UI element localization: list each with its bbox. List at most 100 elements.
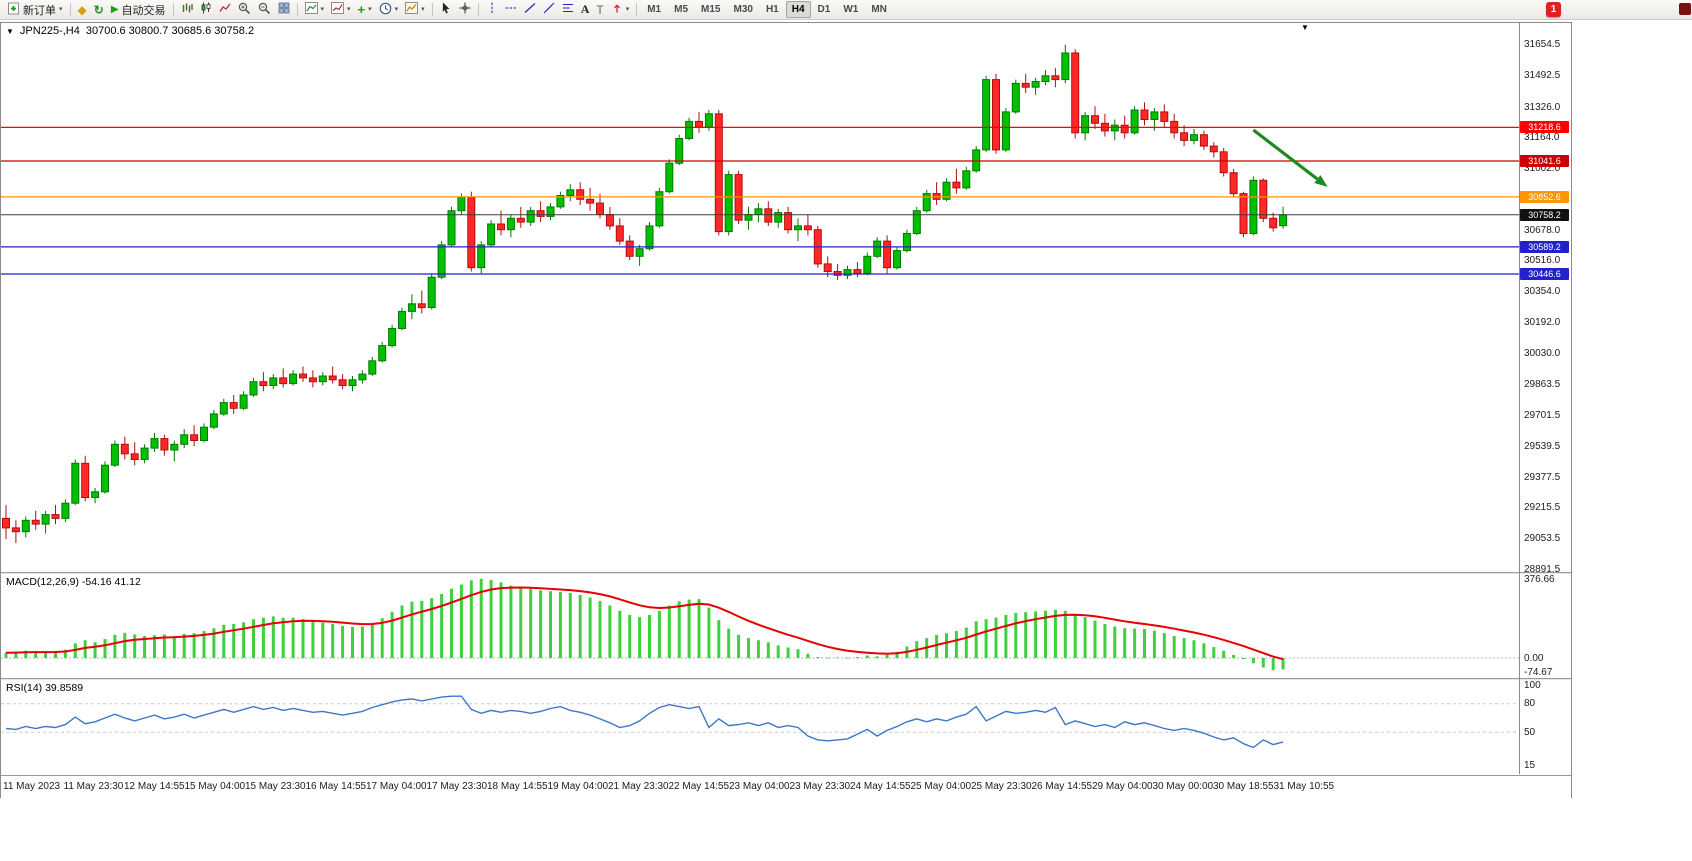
toolbar-separator <box>69 3 71 16</box>
trend-arrow-annotation[interactable] <box>1252 128 1328 187</box>
arrows-tool-button[interactable]: ▾ <box>608 1 633 18</box>
crosshair-tool-button[interactable] <box>456 1 474 18</box>
templates-button[interactable]: ▾ <box>402 1 428 18</box>
panel-separator[interactable] <box>1 572 1571 574</box>
channel-tool-button[interactable] <box>540 1 558 18</box>
price-axis-label: 29053.5 <box>1524 533 1561 545</box>
macd-axis[interactable]: 376.66 0.00 -74.67 <box>1520 574 1571 678</box>
price-axis-label: 31492.5 <box>1524 69 1561 81</box>
time-axis-label: 26 May 14:55 <box>1031 781 1093 792</box>
profiles-button[interactable]: ▾ <box>328 1 354 18</box>
chevron-down-icon: ▾ <box>59 6 63 13</box>
price-axis-label: 29377.5 <box>1524 471 1561 483</box>
price-axis-label: 29539.5 <box>1524 440 1561 452</box>
price-axis[interactable]: 31654.531492.531326.031164.031002.030840… <box>1520 23 1571 575</box>
price-axis-label: 30516.0 <box>1524 255 1561 267</box>
time-axis-label: 23 May 23:30 <box>789 781 851 792</box>
level-price-badge: 30852.6 <box>1520 190 1569 203</box>
bar-chart-icon <box>181 2 193 17</box>
vertical-line-tool-button[interactable] <box>483 1 501 18</box>
autotrading-button[interactable]: ▶ 自动交易 <box>108 1 169 18</box>
axis-border <box>1519 23 1520 774</box>
new-chart-button[interactable]: ▾ <box>302 1 328 18</box>
zoom-in-icon <box>238 2 251 18</box>
chart-title: ▼ JPN225-,H4 30700.6 30800.7 30685.6 307… <box>6 25 254 37</box>
compass-button[interactable]: ◆ <box>75 1 90 18</box>
time-axis-label: 25 May 23:30 <box>971 781 1032 792</box>
time-axis[interactable]: 11 May 2023 11 May 23:30 12 May 14:55 15 Ma… <box>1 776 1571 799</box>
level-price-badge: 30446.6 <box>1520 268 1569 280</box>
tf-button-w1[interactable]: W1 <box>843 4 859 15</box>
trendline-tool-button[interactable] <box>521 1 539 18</box>
price-chart-canvas[interactable] <box>1 23 1519 572</box>
horizontal-lines-layer[interactable] <box>1 126 1519 275</box>
crosshair-icon <box>459 2 471 17</box>
macd-canvas[interactable] <box>1 574 1519 678</box>
tile-windows-icon <box>278 2 290 17</box>
fibonacci-tool-button[interactable] <box>559 1 577 18</box>
candlestick-chart-icon <box>200 2 212 17</box>
tf-button-h1[interactable]: H1 <box>765 4 779 15</box>
price-panel: ▼ JPN225-,H4 30700.6 30800.7 30685.6 307… <box>1 23 1571 575</box>
periods-button[interactable]: ▾ <box>376 1 402 18</box>
refresh-button[interactable]: ↻ <box>91 1 107 18</box>
tf-button-m1[interactable]: M1 <box>647 4 662 15</box>
panel-separator[interactable] <box>1 678 1571 680</box>
chevron-down-icon: ▾ <box>394 6 399 13</box>
notification-badge[interactable]: 1 <box>1546 2 1561 17</box>
candlestick-chart-button[interactable] <box>197 1 215 18</box>
time-axis-label: 23 May 04:00 <box>729 781 790 792</box>
time-axis-label: 21 May 23:30 <box>608 781 669 792</box>
profiles-icon <box>331 2 345 17</box>
price-axis-label: 31326.0 <box>1524 101 1561 113</box>
indicators-button[interactable]: + ▾ <box>355 1 375 18</box>
main-toolbar: 新订单 ▾ ◆ ↻ ▶ 自动交易 <box>0 0 1692 20</box>
template-icon <box>405 2 419 17</box>
tf-button-m5[interactable]: M5 <box>674 4 689 15</box>
price-axis-label: 30192.0 <box>1524 316 1561 328</box>
new-order-button[interactable]: 新订单 ▾ <box>4 1 66 18</box>
tf-button-d1[interactable]: D1 <box>817 4 831 15</box>
cursor-icon <box>440 2 452 17</box>
price-axis-label: 29863.5 <box>1524 379 1561 391</box>
time-axis-label: 15 May 04:00 <box>184 781 246 792</box>
chevron-down-icon: ▾ <box>347 6 351 13</box>
time-axis-label: 12 May 14:55 <box>124 781 185 792</box>
tf-button-mn[interactable]: MN <box>871 4 887 15</box>
new-order-label: 新订单 <box>23 4 56 17</box>
price-axis-label: 30678.0 <box>1524 224 1561 236</box>
zoom-in-button[interactable] <box>235 1 254 18</box>
rsi-canvas[interactable] <box>1 680 1519 775</box>
chevron-down-icon: ▾ <box>421 6 425 13</box>
bar-chart-button[interactable] <box>178 1 196 18</box>
refresh-icon: ↻ <box>93 2 104 17</box>
tf-button-m15[interactable]: M15 <box>701 4 721 15</box>
price-axis-label: 31654.5 <box>1524 39 1561 51</box>
level-price-badge: 31041.6 <box>1520 155 1569 167</box>
text-tool-button[interactable]: A <box>578 1 593 18</box>
horizontal-line-tool-button[interactable] <box>502 1 520 18</box>
chart-shift-marker[interactable]: ▼ <box>1301 23 1309 32</box>
time-axis-label: 30 May 18:55 <box>1213 781 1274 792</box>
zoom-out-icon <box>258 2 271 18</box>
chevron-down-icon: ▾ <box>320 6 325 13</box>
text-label-tool-button[interactable]: T <box>593 1 606 18</box>
one-click-trading-toggle[interactable]: ▼ <box>6 26 14 36</box>
time-axis-label: 31 May 10:55 <box>1273 781 1335 792</box>
rsi-axis-label: 100 <box>1524 680 1541 691</box>
toolbar-separator <box>636 3 638 16</box>
chart-window: ▼ JPN225-,H4 30700.6 30800.7 30685.6 307… <box>0 22 1572 799</box>
time-axis-label: 29 May 04:00 <box>1092 781 1153 792</box>
tf-button-h4[interactable]: H4 <box>785 1 811 18</box>
toolbar-separator <box>477 3 479 16</box>
tile-windows-button[interactable] <box>275 1 293 18</box>
cursor-tool-button[interactable] <box>437 1 455 18</box>
time-axis-label: 19 May 04:00 <box>547 781 609 792</box>
line-chart-button[interactable] <box>216 1 234 18</box>
time-axis-label: 15 May 23:30 <box>245 781 306 792</box>
docked-panel-icon[interactable] <box>1679 3 1691 15</box>
tf-button-m30[interactable]: M30 <box>733 4 753 15</box>
zoom-out-button[interactable] <box>255 1 274 18</box>
rsi-axis[interactable]: 100 80 50 15 <box>1520 680 1571 775</box>
